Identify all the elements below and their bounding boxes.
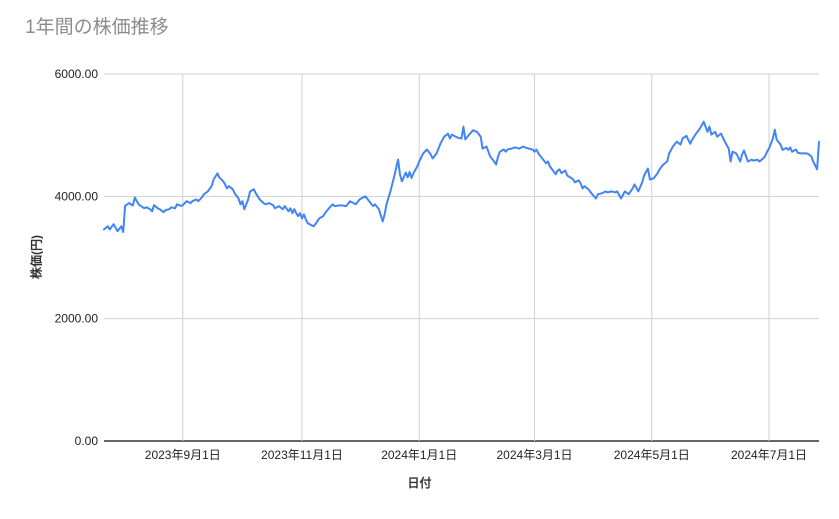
chart-title: 1年間の株価推移 (25, 17, 169, 38)
x-tick-label: 2024年7月1日 (731, 448, 807, 462)
y-tick-label: 6000.00 (55, 67, 99, 81)
x-axis-title: 日付 (407, 476, 432, 490)
x-tick-label: 2024年5月1日 (614, 448, 690, 462)
x-tick-label: 2023年11月1日 (261, 448, 343, 462)
y-tick-label: 2000.00 (55, 312, 99, 326)
price-series-line (103, 120, 820, 234)
x-tick-label: 2024年1月1日 (381, 448, 457, 462)
y-tick-label: 4000.00 (55, 189, 99, 203)
x-tick-label: 2024年3月1日 (497, 448, 573, 462)
y-tick-label: 0.00 (75, 434, 99, 448)
x-tick-label: 2023年9月1日 (145, 448, 221, 462)
